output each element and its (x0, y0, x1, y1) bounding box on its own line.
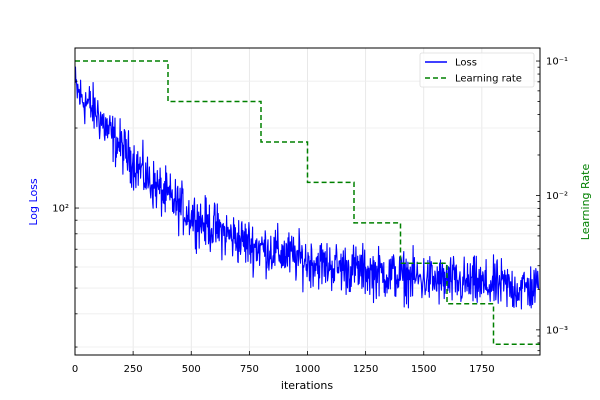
learning-rate-line (75, 60, 540, 346)
x-tick-label: 1500 (411, 364, 436, 375)
x-tick-label: 1250 (353, 364, 378, 375)
y-tick-label-right: 10⁻³ (546, 325, 568, 336)
x-tick-label: 500 (182, 364, 201, 375)
x-tick-label: 0 (72, 364, 78, 375)
legend: Loss Learning rate (419, 52, 535, 88)
x-axis-label: iterations (281, 379, 333, 392)
x-tick-label: 750 (240, 364, 259, 375)
ticks: 0 250 500 750 1000 1250 1500 1750 10² 10⁻³ 10⁻² 10⁻… (52, 47, 568, 375)
y-axis-label-left: Log Loss (27, 178, 40, 226)
loss-line (74, 66, 540, 310)
x-tick-label: 1750 (469, 364, 494, 375)
y-tick-label-right: 10⁻² (546, 191, 568, 202)
y-tick-label-right: 10⁻¹ (546, 57, 568, 68)
legend-label-loss: Loss (455, 58, 477, 69)
legend-box (419, 52, 535, 88)
x-tick-label: 250 (124, 364, 143, 375)
y-tick-label-left: 10² (52, 204, 69, 215)
grid (74, 47, 540, 355)
y-axis-label-right: Learning Rate (579, 164, 592, 241)
series-layer (74, 60, 540, 346)
legend-label-learning-rate: Learning rate (455, 74, 522, 85)
x-tick-label: 1000 (295, 364, 320, 375)
